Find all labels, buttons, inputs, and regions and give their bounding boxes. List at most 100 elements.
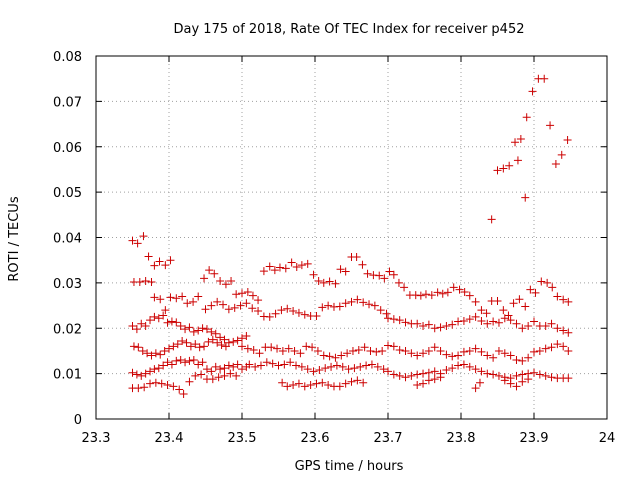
data-point — [289, 307, 298, 316]
y-tick-label: 0.04 — [53, 232, 82, 247]
data-point — [499, 306, 508, 315]
data-point — [254, 296, 263, 305]
data-point — [232, 371, 241, 380]
data-point — [489, 317, 498, 326]
data-point — [207, 367, 216, 376]
data-point — [300, 382, 309, 391]
data-point — [213, 297, 222, 306]
data-point — [128, 368, 137, 377]
data-point — [150, 293, 159, 302]
data-point — [160, 346, 169, 355]
data-point — [289, 380, 298, 389]
data-point — [290, 346, 299, 355]
data-point — [183, 299, 192, 308]
data-point — [347, 297, 356, 306]
data-point — [176, 321, 185, 330]
data-point — [248, 291, 257, 300]
data-point — [167, 317, 176, 326]
data-point — [395, 371, 404, 380]
data-point — [238, 289, 246, 298]
data-point — [459, 347, 468, 356]
x-tick-label: 24 — [599, 431, 616, 446]
data-point — [494, 346, 503, 355]
data-point — [477, 347, 486, 356]
data-point — [500, 376, 509, 385]
data-point — [274, 361, 283, 370]
data-point — [419, 349, 428, 358]
data-point — [150, 312, 159, 321]
data-point — [194, 360, 203, 369]
data-point — [376, 306, 385, 315]
data-point — [430, 375, 439, 384]
data-point — [312, 379, 321, 388]
data-point — [365, 300, 374, 309]
x-tick-label: 23.3 — [82, 431, 111, 446]
data-point — [327, 362, 336, 371]
data-point — [471, 312, 480, 321]
data-point — [436, 323, 445, 332]
data-point — [303, 365, 312, 374]
data-point — [189, 356, 198, 365]
data-point — [185, 356, 194, 365]
data-point — [535, 346, 544, 355]
data-point — [518, 377, 527, 386]
axis-ticks: 23.3 23.4 23.5 23.6 23.7 23.8 23.9 24 0 0.01 0.02 0… — [53, 50, 615, 446]
data-point — [204, 337, 213, 346]
data-point — [318, 378, 327, 387]
data-point — [292, 361, 301, 370]
data-point — [541, 321, 550, 330]
data-point — [436, 373, 445, 382]
data-point — [319, 278, 328, 287]
data-point — [216, 333, 225, 342]
data-point — [191, 371, 200, 380]
data-point — [273, 344, 282, 353]
data-point — [194, 292, 203, 301]
data-point — [319, 351, 328, 360]
data-point — [287, 258, 296, 267]
data-point — [141, 321, 150, 330]
data-point — [471, 365, 480, 374]
data-point — [314, 277, 323, 286]
data-point — [300, 310, 309, 319]
data-point — [338, 362, 347, 371]
data-point — [442, 365, 451, 374]
data-point — [185, 323, 194, 332]
data-point — [233, 336, 242, 345]
data-point — [211, 329, 220, 338]
data-point — [515, 295, 524, 304]
data-point — [163, 380, 172, 389]
data-point — [499, 164, 508, 173]
data-point — [512, 371, 521, 380]
data-point — [564, 328, 573, 337]
data-point — [166, 293, 175, 302]
data-point — [356, 362, 365, 371]
data-point — [227, 277, 236, 286]
data-point — [459, 316, 468, 325]
data-point — [243, 287, 252, 296]
data-point — [384, 367, 392, 376]
data-point — [448, 364, 457, 373]
data-point — [242, 299, 251, 308]
x-tick-label: 23.5 — [228, 431, 257, 446]
data-point — [229, 362, 238, 371]
data-point — [401, 318, 410, 327]
data-point — [292, 262, 301, 271]
data-point — [401, 373, 410, 382]
data-point — [189, 297, 198, 306]
data-point — [524, 321, 533, 330]
data-point — [242, 331, 251, 340]
data-point — [181, 358, 190, 367]
data-point — [202, 325, 211, 334]
data-point — [347, 377, 356, 386]
data-points — [128, 74, 573, 399]
data-point — [169, 342, 178, 351]
x-tick-label: 23.6 — [301, 431, 330, 446]
data-point — [341, 267, 350, 276]
y-tick-label: 0.02 — [53, 322, 82, 337]
data-point — [236, 301, 245, 310]
data-point — [378, 346, 387, 355]
data-point — [166, 256, 175, 265]
data-point — [546, 121, 555, 130]
data-point — [325, 352, 334, 361]
data-point — [430, 367, 439, 376]
